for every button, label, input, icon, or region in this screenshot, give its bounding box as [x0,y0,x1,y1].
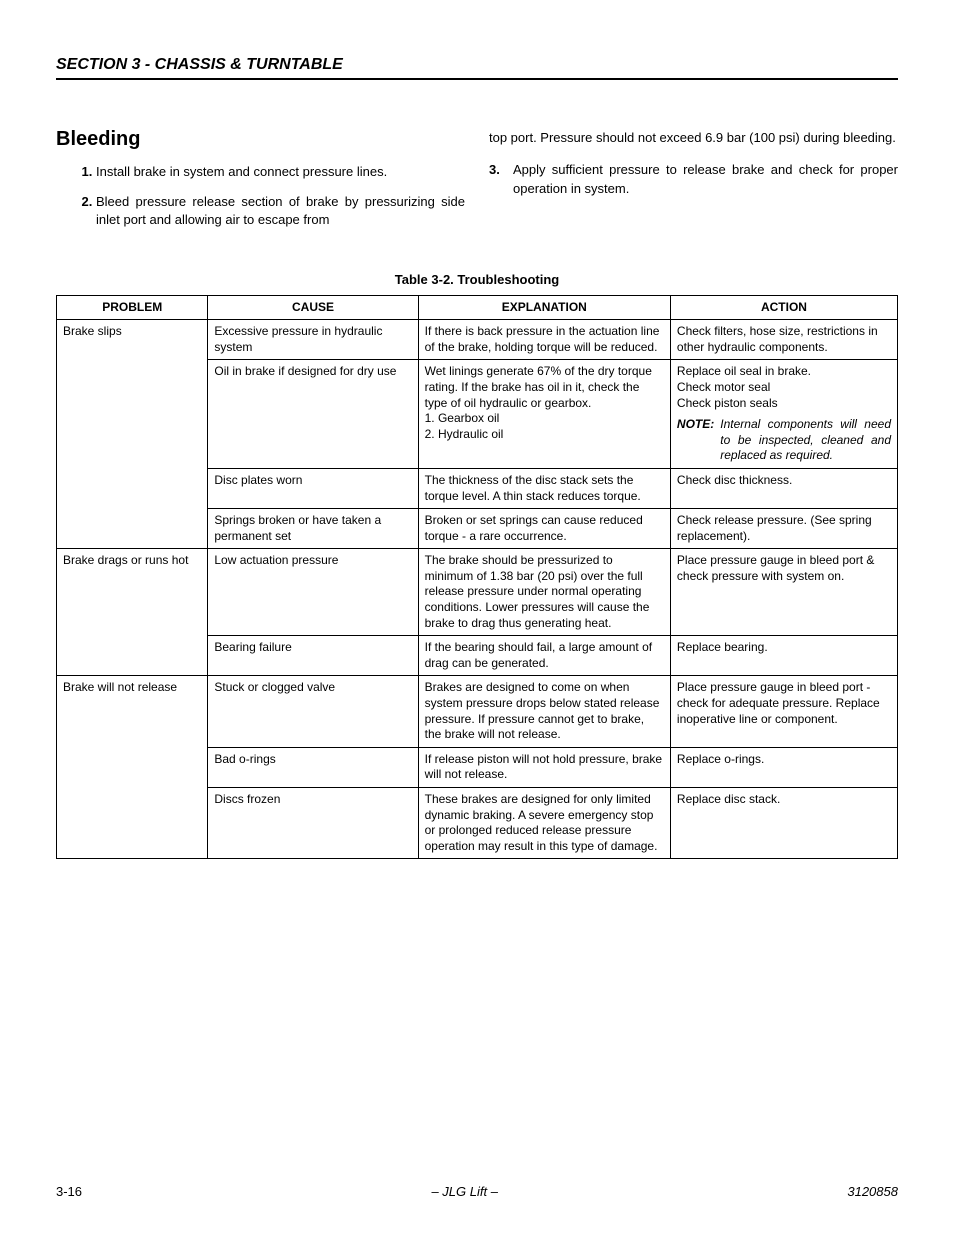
table-row: Brake drags or runs hotLow actuation pre… [57,549,898,636]
cell-explanation: Wet linings generate 67% of the dry torq… [418,360,670,469]
cell-explanation: Brakes are designed to come on when syst… [418,676,670,747]
cell-action: Place pressure gauge in bleed port - che… [670,676,897,747]
cell-action: Replace o-rings. [670,747,897,787]
left-column: Bleeding Install brake in system and con… [56,128,465,242]
col-explanation: EXPLANATION [418,295,670,320]
cell-cause: Low actuation pressure [208,549,418,636]
step-3-number: 3. [489,160,505,199]
cell-explanation: These brakes are designed for only limit… [418,788,670,859]
cell-action: Replace bearing. [670,636,897,676]
upper-columns: Bleeding Install brake in system and con… [56,128,898,242]
col-action: ACTION [670,295,897,320]
cell-action: Replace disc stack. [670,788,897,859]
page-footer: 3-16 – JLG Lift – 3120858 [56,1184,898,1199]
cell-cause: Bad o-rings [208,747,418,787]
cell-explanation: The thickness of the disc stack sets the… [418,468,670,508]
cell-explanation: Broken or set springs can cause reduced … [418,509,670,549]
note-label: NOTE: [677,417,714,464]
footer-brand: – JLG Lift – [431,1184,497,1199]
cell-action: Check filters, hose size, restrictions i… [670,320,897,360]
cell-cause: Disc plates worn [208,468,418,508]
cell-action: Replace oil seal in brake.Check motor se… [670,360,897,469]
step-2: Bleed pressure release section of brake … [96,193,465,229]
step-2-continuation: top port. Pressure should not exceed 6.9… [489,128,898,148]
cell-explanation: If the bearing should fail, a large amou… [418,636,670,676]
cell-cause: Springs broken or have taken a permanent… [208,509,418,549]
footer-doc-number: 3120858 [847,1184,898,1199]
step-1-text: Install brake in system and connect pres… [96,164,387,179]
cell-explanation: If there is back pressure in the actuati… [418,320,670,360]
step-3-text: Apply sufficient pressure to release bra… [513,160,898,199]
cell-problem: Brake will not release [57,676,208,859]
step-3: 3. Apply sufficient pressure to release … [489,160,898,199]
cell-action: Check release pressure. (See spring repl… [670,509,897,549]
step-1: Install brake in system and connect pres… [96,163,465,181]
cell-explanation: If release piston will not hold pressure… [418,747,670,787]
troubleshooting-table: PROBLEM CAUSE EXPLANATION ACTION Brake s… [56,295,898,860]
table-row: Brake will not releaseStuck or clogged v… [57,676,898,747]
cell-cause: Stuck or clogged valve [208,676,418,747]
col-cause: CAUSE [208,295,418,320]
subheading-bleeding: Bleeding [56,128,465,151]
cell-cause: Discs frozen [208,788,418,859]
footer-page-number: 3-16 [56,1184,82,1199]
table-caption: Table 3-2. Troubleshooting [56,272,898,287]
step-2-text: Bleed pressure release section of brake … [96,194,465,227]
cell-problem: Brake drags or runs hot [57,549,208,676]
note-block: NOTE:Internal components will need to be… [677,417,891,464]
cell-action: Place pressure gauge in bleed port & che… [670,549,897,636]
cell-problem: Brake slips [57,320,208,549]
cell-cause: Excessive pressure in hydraulic system [208,320,418,360]
page: SECTION 3 - CHASSIS & TURNTABLE Bleeding… [0,0,954,1235]
col-problem: PROBLEM [57,295,208,320]
cell-cause: Oil in brake if designed for dry use [208,360,418,469]
section-header: SECTION 3 - CHASSIS & TURNTABLE [56,56,898,80]
table-header-row: PROBLEM CAUSE EXPLANATION ACTION [57,295,898,320]
bleeding-steps: Install brake in system and connect pres… [56,163,465,230]
table-row: Brake slipsExcessive pressure in hydraul… [57,320,898,360]
cell-action: Check disc thickness. [670,468,897,508]
right-column: top port. Pressure should not exceed 6.9… [489,128,898,242]
note-text: Internal components will need to be insp… [720,417,891,464]
cell-explanation: The brake should be pressurized to minim… [418,549,670,636]
cell-cause: Bearing failure [208,636,418,676]
